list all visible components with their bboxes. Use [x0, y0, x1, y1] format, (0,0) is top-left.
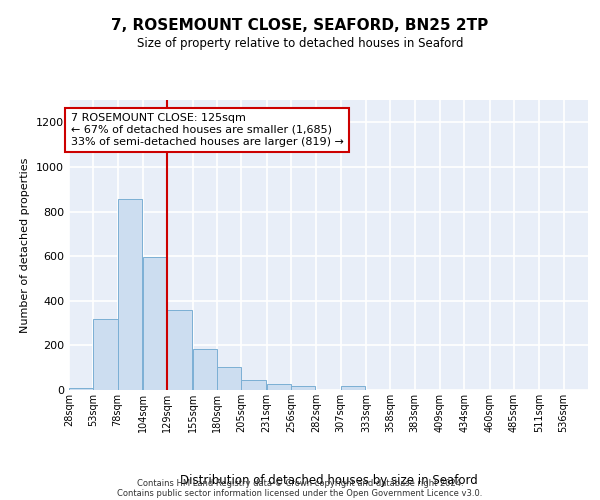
- Bar: [241, 380, 266, 390]
- Text: Contains public sector information licensed under the Open Government Licence v3: Contains public sector information licen…: [118, 488, 482, 498]
- Text: 7, ROSEMOUNT CLOSE, SEAFORD, BN25 2TP: 7, ROSEMOUNT CLOSE, SEAFORD, BN25 2TP: [112, 18, 488, 32]
- Bar: [69, 388, 94, 390]
- Bar: [217, 366, 241, 390]
- X-axis label: Distribution of detached houses by size in Seaford: Distribution of detached houses by size …: [179, 474, 478, 487]
- Bar: [143, 258, 167, 390]
- Bar: [341, 386, 365, 390]
- Text: Size of property relative to detached houses in Seaford: Size of property relative to detached ho…: [137, 38, 463, 51]
- Bar: [118, 200, 142, 390]
- Bar: [291, 386, 316, 390]
- Bar: [167, 310, 191, 390]
- Text: Contains HM Land Registry data © Crown copyright and database right 2024.: Contains HM Land Registry data © Crown c…: [137, 478, 463, 488]
- Bar: [266, 384, 291, 390]
- Y-axis label: Number of detached properties: Number of detached properties: [20, 158, 31, 332]
- Text: 7 ROSEMOUNT CLOSE: 125sqm
← 67% of detached houses are smaller (1,685)
33% of se: 7 ROSEMOUNT CLOSE: 125sqm ← 67% of detac…: [71, 114, 344, 146]
- Bar: [193, 348, 217, 390]
- Bar: [94, 318, 118, 390]
